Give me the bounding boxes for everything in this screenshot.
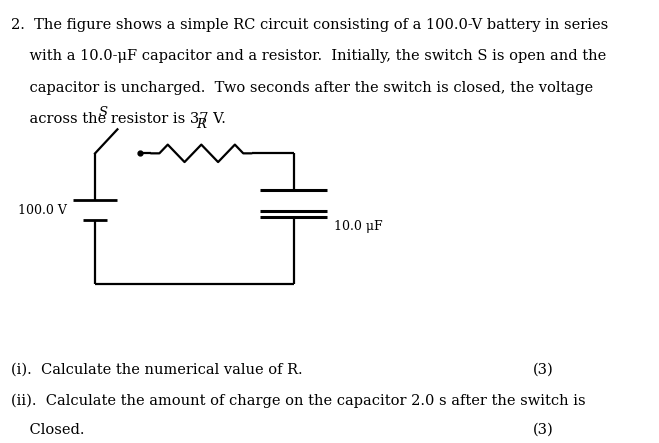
Text: (3): (3) [533,423,554,437]
Text: R: R [196,118,206,131]
Text: (i).  Calculate the numerical value of R.: (i). Calculate the numerical value of R. [11,363,302,377]
Text: across the resistor is 37 V.: across the resistor is 37 V. [11,113,226,126]
Text: (3): (3) [533,363,554,377]
Text: Closed.: Closed. [11,423,84,437]
Text: 2.  The figure shows a simple RC circuit consisting of a 100.0-V battery in seri: 2. The figure shows a simple RC circuit … [11,18,608,32]
Text: capacitor is uncharged.  Two seconds after the switch is closed, the voltage: capacitor is uncharged. Two seconds afte… [11,81,593,95]
Text: 100.0 V: 100.0 V [18,204,67,217]
Text: 10.0 μF: 10.0 μF [334,220,382,233]
Text: (ii).  Calculate the amount of charge on the capacitor 2.0 s after the switch is: (ii). Calculate the amount of charge on … [11,393,586,408]
Text: with a 10.0-μF capacitor and a resistor.  Initially, the switch S is open and th: with a 10.0-μF capacitor and a resistor.… [11,50,606,63]
Text: S: S [99,106,108,119]
